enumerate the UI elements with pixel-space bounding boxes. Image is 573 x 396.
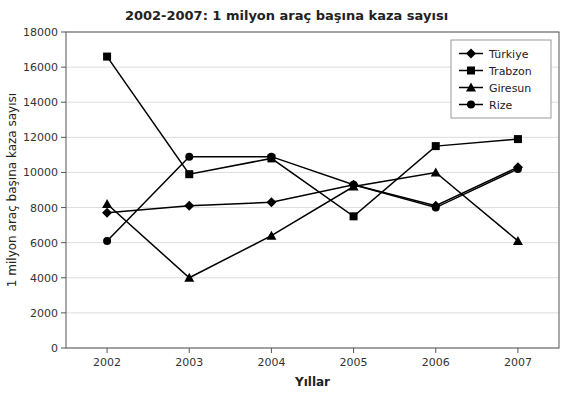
grid-line bbox=[66, 242, 559, 243]
legend-marker bbox=[467, 67, 475, 75]
tick-label: 12000 bbox=[23, 131, 58, 144]
tick-label: 2006 bbox=[422, 356, 450, 369]
tick bbox=[189, 348, 190, 353]
tick-label: 2003 bbox=[175, 356, 203, 369]
legend: Türkiye Trabzon Giresun Rize bbox=[451, 40, 551, 118]
tick bbox=[61, 67, 66, 68]
tick bbox=[61, 312, 66, 313]
point bbox=[103, 237, 111, 245]
tick-label: 2005 bbox=[340, 356, 368, 369]
point bbox=[103, 53, 111, 61]
point bbox=[184, 273, 194, 282]
title: 2002-2007: 1 milyon araç başına kaza say… bbox=[125, 8, 448, 23]
legend-marker bbox=[467, 101, 475, 109]
tick bbox=[61, 32, 66, 33]
point bbox=[349, 181, 359, 190]
tick-label: 6000 bbox=[30, 237, 58, 250]
tick bbox=[61, 242, 66, 243]
plot-area bbox=[66, 32, 559, 348]
series bbox=[102, 167, 523, 281]
legend-label: Trabzon bbox=[488, 65, 532, 78]
tick bbox=[353, 348, 354, 353]
point bbox=[184, 201, 194, 211]
line bbox=[107, 172, 518, 277]
point bbox=[349, 180, 359, 190]
point bbox=[513, 236, 523, 245]
tick-label: 2000 bbox=[30, 307, 58, 320]
legend-label: Türkiye bbox=[488, 48, 529, 61]
point bbox=[431, 167, 441, 176]
line bbox=[107, 157, 518, 241]
tick bbox=[61, 172, 66, 173]
tick-label: 14000 bbox=[23, 96, 58, 109]
legend-label: Rize bbox=[489, 99, 512, 112]
point bbox=[185, 153, 193, 161]
grid-line bbox=[66, 172, 559, 173]
tick-label: 2004 bbox=[257, 356, 285, 369]
tick-label: 4000 bbox=[30, 272, 58, 285]
tick bbox=[61, 137, 66, 138]
point bbox=[431, 201, 441, 211]
tick bbox=[517, 348, 518, 353]
point bbox=[514, 165, 522, 173]
point bbox=[350, 212, 358, 220]
tick bbox=[61, 102, 66, 103]
point bbox=[514, 135, 522, 143]
tick bbox=[61, 207, 66, 208]
tick-label: 10000 bbox=[23, 166, 58, 179]
tick-label: 18000 bbox=[23, 26, 58, 39]
tick bbox=[61, 277, 66, 278]
tick-label: 0 bbox=[51, 342, 58, 355]
plot-frame bbox=[66, 32, 559, 348]
series bbox=[103, 153, 522, 245]
point bbox=[267, 153, 275, 161]
tick bbox=[271, 348, 272, 353]
axes: 0 2000 4000 6000 8000 10000 12000 14000 16000 180… bbox=[23, 26, 559, 369]
legend-box bbox=[451, 40, 551, 118]
legend-marker bbox=[466, 49, 476, 59]
tick bbox=[107, 348, 108, 353]
data-layer bbox=[102, 53, 523, 282]
tick bbox=[61, 348, 66, 349]
chart: 0 2000 4000 6000 8000 10000 12000 14000 16000 180… bbox=[0, 0, 573, 396]
tick-label: 8000 bbox=[30, 202, 58, 215]
tick bbox=[435, 348, 436, 353]
grid-line bbox=[66, 312, 559, 313]
point bbox=[513, 162, 523, 172]
legend-label: Giresun bbox=[489, 82, 531, 95]
point bbox=[102, 208, 112, 218]
legend-marker bbox=[466, 83, 476, 92]
point bbox=[266, 197, 276, 207]
point bbox=[102, 199, 112, 208]
x-axis-label: Yıllar bbox=[294, 375, 330, 389]
tick-label: 16000 bbox=[23, 61, 58, 74]
point bbox=[432, 204, 440, 212]
point bbox=[185, 170, 193, 178]
point bbox=[350, 181, 358, 189]
y-axis-label: 1 milyon araç başına kaza sayısı bbox=[5, 93, 19, 287]
grid-line bbox=[66, 277, 559, 278]
grid-line bbox=[66, 137, 559, 138]
tick-label: 2007 bbox=[504, 356, 532, 369]
point bbox=[432, 142, 440, 150]
point bbox=[266, 231, 276, 240]
tick-label: 2002 bbox=[93, 356, 121, 369]
